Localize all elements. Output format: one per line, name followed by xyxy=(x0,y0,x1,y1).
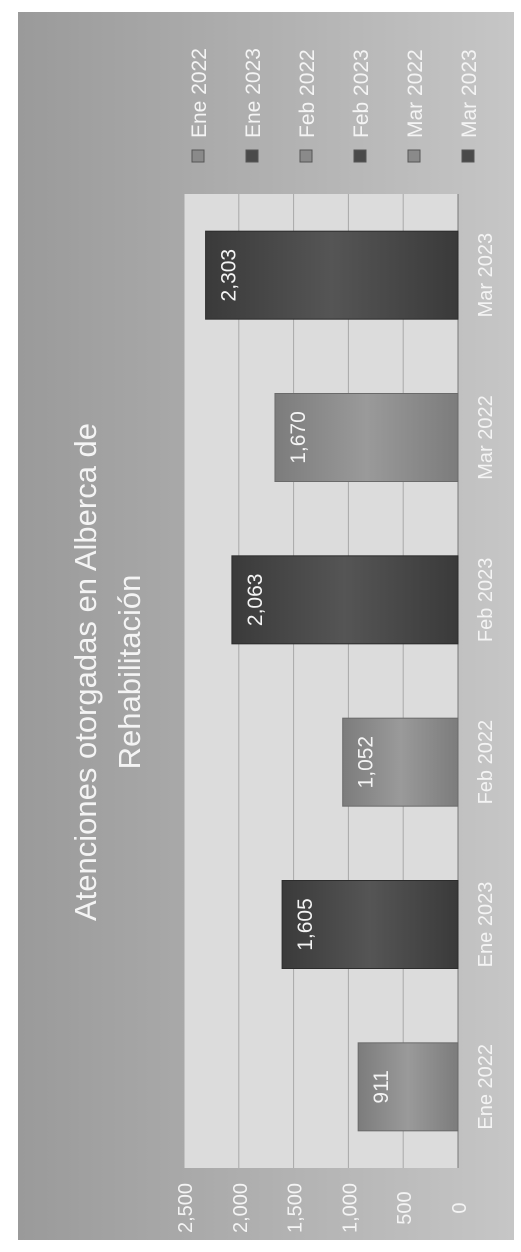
bar-value-label: 2,063 xyxy=(244,574,267,627)
plot-area xyxy=(184,194,458,1168)
legend-label: Feb 2023 xyxy=(350,49,373,138)
chart-title: Atenciones otorgadas en Alberca de Rehab… xyxy=(68,423,147,921)
bar-value-label: 1,052 xyxy=(355,736,378,789)
legend-swatch xyxy=(407,149,421,163)
bars: 911 1,605 1,052 2,063 1,670 2,303 xyxy=(205,230,459,1132)
bar-value-label: 1,670 xyxy=(287,411,310,464)
y-tick-label: 1,000 xyxy=(339,1183,361,1233)
legend-label: Feb 2022 xyxy=(296,49,319,138)
x-category-label: Feb 2022 xyxy=(475,720,497,805)
bar xyxy=(231,555,459,645)
chart-title-line-2: Rehabilitación xyxy=(112,575,147,770)
y-tick-label: 2,500 xyxy=(175,1183,197,1233)
bar xyxy=(274,393,459,482)
legend-swatch xyxy=(245,149,259,163)
legend: Ene 2022 Ene 2023 Feb 2022 Feb 2023 Mar 2022… xyxy=(188,48,481,163)
legend-label: Ene 2023 xyxy=(242,48,265,138)
gridlines xyxy=(183,194,459,1168)
y-tick-label: 1,500 xyxy=(285,1183,307,1233)
bar-value-label: 911 xyxy=(370,1070,393,1103)
y-axis-ticks: 0 500 1,000 1,500 2,000 2,500 xyxy=(175,1183,471,1233)
y-tick-label: 0 xyxy=(449,1202,471,1213)
bar xyxy=(342,717,459,807)
x-axis-labels: Ene 2022 Ene 2023 Feb 2022 Feb 2023 Mar 2022… xyxy=(475,233,497,1130)
legend-swatch xyxy=(353,149,367,163)
chart-title-line-1: Atenciones otorgadas en Alberca de xyxy=(68,423,103,921)
chart-frame: 911 1,605 1,052 2,063 1,670 2,303 0 500 1,000 1,… xyxy=(18,12,514,1240)
x-category-label: Ene 2022 xyxy=(475,1044,497,1130)
legend-swatch xyxy=(191,149,205,163)
legend-swatch xyxy=(299,149,313,163)
bar-value-label: 1,605 xyxy=(294,898,317,951)
bar xyxy=(205,230,459,320)
legend-label: Mar 2023 xyxy=(458,49,481,138)
legend-swatch xyxy=(461,149,475,163)
bar xyxy=(357,1042,459,1132)
legend-label: Ene 2022 xyxy=(188,48,211,138)
bar xyxy=(281,880,459,969)
x-category-label: Mar 2023 xyxy=(475,233,497,318)
y-tick-label: 2,000 xyxy=(230,1183,252,1233)
x-category-label: Feb 2023 xyxy=(475,558,497,643)
bar-value-label: 2,303 xyxy=(218,249,241,302)
x-category-label: Mar 2022 xyxy=(475,395,497,480)
y-tick-label: 500 xyxy=(394,1191,416,1224)
legend-label: Mar 2022 xyxy=(404,49,427,138)
bar-chart: 911 1,605 1,052 2,063 1,670 2,303 0 500 1,000 1,… xyxy=(68,48,497,1233)
x-category-label: Ene 2023 xyxy=(475,882,497,968)
